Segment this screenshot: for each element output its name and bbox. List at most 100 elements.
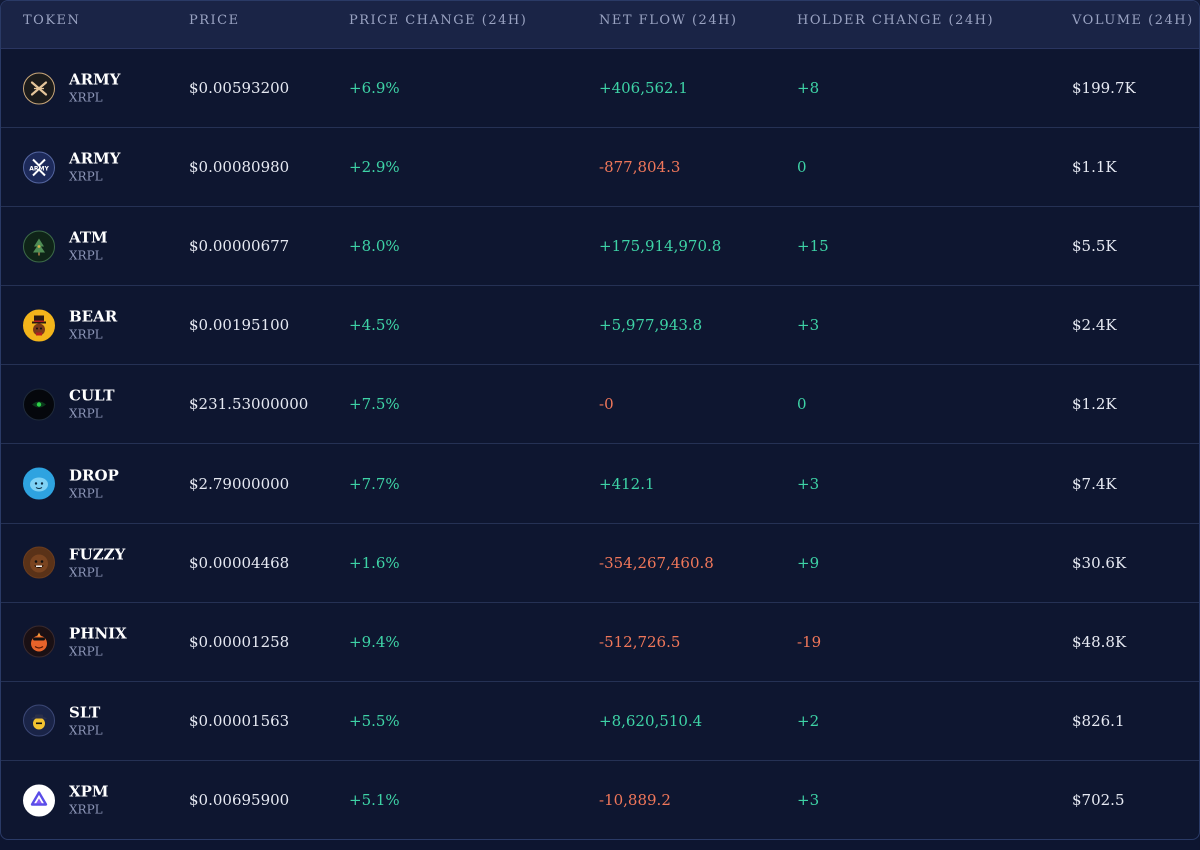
price-value: $0.00080980 bbox=[189, 158, 290, 177]
header-volume[interactable]: VOLUME (24H) bbox=[1072, 13, 1194, 28]
table-row[interactable]: ARMY ARMY XRPL $0.00080980 +2.9% -877,80… bbox=[1, 128, 1199, 208]
price-change-value: +5.1% bbox=[349, 791, 400, 810]
atm-tree-icon bbox=[23, 230, 55, 263]
price-value: $0.00001563 bbox=[189, 711, 290, 730]
price-change-value: +1.6% bbox=[349, 553, 400, 572]
table-header: TOKEN PRICE PRICE CHANGE (24H) NET FLOW … bbox=[1, 1, 1199, 49]
volume-value: $5.5K bbox=[1072, 237, 1117, 256]
volume-value: $199.7K bbox=[1072, 79, 1136, 98]
token-symbol: FUZZY bbox=[69, 545, 126, 564]
token-chain: XRPL bbox=[69, 802, 103, 817]
volume-value: $826.1 bbox=[1072, 711, 1125, 730]
price-value: $231.53000000 bbox=[189, 395, 309, 414]
price-value: $2.79000000 bbox=[189, 474, 290, 493]
token-cell: BEAR XRPL bbox=[23, 308, 117, 343]
price-value: $0.00001258 bbox=[189, 632, 290, 651]
army-xrp-icon: ARMY bbox=[23, 151, 55, 184]
net-flow-value: +406,562.1 bbox=[599, 79, 688, 98]
price-change-value: +7.5% bbox=[349, 395, 400, 414]
net-flow-value: -354,267,460.8 bbox=[599, 553, 714, 572]
token-symbol: PHNIX bbox=[69, 624, 127, 643]
volume-value: $30.6K bbox=[1072, 553, 1127, 572]
price-value: $0.00195100 bbox=[189, 316, 290, 335]
price-change-value: +6.9% bbox=[349, 79, 400, 98]
token-chain: XRPL bbox=[69, 169, 103, 184]
svg-text:ARMY: ARMY bbox=[29, 165, 49, 172]
cult-eye-icon bbox=[23, 388, 55, 421]
bear-tophat-icon bbox=[23, 309, 55, 342]
table-row[interactable]: XPM XRPL $0.00695900 +5.1% -10,889.2 +3 … bbox=[1, 761, 1199, 839]
header-price-change[interactable]: PRICE CHANGE (24H) bbox=[349, 13, 528, 28]
holder-change-value: -19 bbox=[797, 632, 822, 651]
price-change-value: +5.5% bbox=[349, 711, 400, 730]
token-cell: CULT XRPL bbox=[23, 387, 115, 422]
token-symbol: ARMY bbox=[69, 149, 121, 168]
drop-blob-icon bbox=[23, 467, 55, 500]
table-row[interactable]: DROP XRPL $2.79000000 +7.7% +412.1 +3 $7… bbox=[1, 444, 1199, 524]
token-cell: XPM XRPL bbox=[23, 783, 109, 818]
header-price[interactable]: PRICE bbox=[189, 13, 240, 28]
token-chain: XRPL bbox=[69, 406, 103, 421]
token-cell: ATM XRPL bbox=[23, 229, 108, 264]
table-row[interactable]: ATM XRPL $0.00000677 +8.0% +175,914,970.… bbox=[1, 207, 1199, 287]
holder-change-value: 0 bbox=[797, 158, 807, 177]
token-chain: XRPL bbox=[69, 90, 103, 105]
volume-value: $1.1K bbox=[1072, 158, 1117, 177]
price-change-value: +9.4% bbox=[349, 632, 400, 651]
price-value: $0.00593200 bbox=[189, 79, 290, 98]
holder-change-value: +3 bbox=[797, 316, 820, 335]
xpm-logo-icon bbox=[23, 784, 55, 817]
token-chain: XRPL bbox=[69, 327, 103, 342]
net-flow-value: +175,914,970.8 bbox=[599, 237, 722, 256]
header-net-flow[interactable]: NET FLOW (24H) bbox=[599, 13, 738, 28]
token-cell: PHNIX XRPL bbox=[23, 624, 127, 659]
price-value: $0.00004468 bbox=[189, 553, 290, 572]
table-row[interactable]: FUZZY XRPL $0.00004468 +1.6% -354,267,46… bbox=[1, 524, 1199, 603]
net-flow-value: -10,889.2 bbox=[599, 791, 671, 810]
table-row[interactable]: PHNIX XRPL $0.00001258 +9.4% -512,726.5 … bbox=[1, 603, 1199, 682]
token-cell: FUZZY XRPL bbox=[23, 545, 125, 580]
net-flow-value: -512,726.5 bbox=[599, 632, 681, 651]
volume-value: $7.4K bbox=[1072, 474, 1117, 493]
holder-change-value: +3 bbox=[797, 791, 820, 810]
volume-value: $702.5 bbox=[1072, 791, 1125, 810]
token-symbol: ARMY bbox=[69, 70, 121, 89]
volume-value: $48.8K bbox=[1072, 632, 1127, 651]
header-holder-change[interactable]: HOLDER CHANGE (24H) bbox=[797, 13, 995, 28]
slt-hat-icon bbox=[23, 704, 55, 737]
price-change-value: +7.7% bbox=[349, 474, 400, 493]
table-row[interactable]: CULT XRPL $231.53000000 +7.5% -0 0 $1.2K bbox=[1, 365, 1199, 445]
phnix-bird-icon bbox=[23, 625, 55, 658]
table-row[interactable]: ARMY XRPL $0.00593200 +6.9% +406,562.1 +… bbox=[1, 49, 1199, 129]
net-flow-value: +5,977,943.8 bbox=[599, 316, 703, 335]
token-symbol: ATM bbox=[69, 228, 108, 247]
holder-change-value: +15 bbox=[797, 237, 829, 256]
token-symbol: XPM bbox=[69, 782, 109, 801]
token-chain: XRPL bbox=[69, 723, 103, 738]
price-value: $0.00000677 bbox=[189, 237, 290, 256]
holder-change-value: +9 bbox=[797, 553, 820, 572]
table-row[interactable]: BEAR XRPL $0.00195100 +4.5% +5,977,943.8… bbox=[1, 286, 1199, 366]
token-chain: XRPL bbox=[69, 644, 103, 659]
fuzzy-bear-icon bbox=[23, 546, 55, 579]
holder-change-value: +8 bbox=[797, 79, 820, 98]
volume-value: $1.2K bbox=[1072, 395, 1117, 414]
holder-change-value: +2 bbox=[797, 711, 820, 730]
token-chain: XRPL bbox=[69, 248, 103, 263]
token-symbol: SLT bbox=[69, 703, 101, 722]
token-symbol: BEAR bbox=[69, 307, 118, 326]
token-cell: ARMY ARMY XRPL bbox=[23, 150, 120, 185]
net-flow-value: -877,804.3 bbox=[599, 158, 681, 177]
token-cell: ARMY XRPL bbox=[23, 71, 120, 106]
holder-change-value: +3 bbox=[797, 474, 820, 493]
header-token[interactable]: TOKEN bbox=[23, 13, 81, 28]
price-change-value: +4.5% bbox=[349, 316, 400, 335]
table-row[interactable]: SLT XRPL $0.00001563 +5.5% +8,620,510.4 … bbox=[1, 682, 1199, 761]
token-symbol: DROP bbox=[69, 466, 119, 485]
price-change-value: +8.0% bbox=[349, 237, 400, 256]
token-cell: DROP XRPL bbox=[23, 466, 119, 501]
token-chain: XRPL bbox=[69, 565, 103, 580]
volume-value: $2.4K bbox=[1072, 316, 1117, 335]
net-flow-value: +412.1 bbox=[599, 474, 655, 493]
